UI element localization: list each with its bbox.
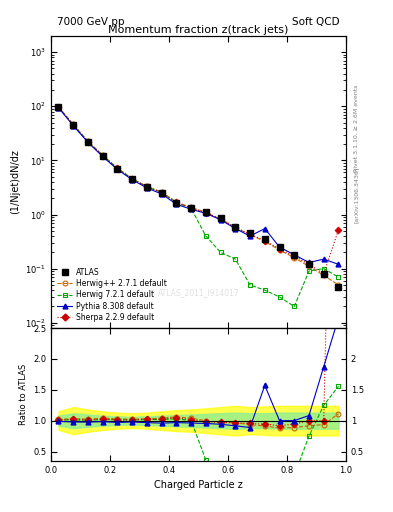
X-axis label: Charged Particle z: Charged Particle z bbox=[154, 480, 243, 490]
Title: Momentum fraction z(track jets): Momentum fraction z(track jets) bbox=[108, 25, 288, 35]
Y-axis label: Ratio to ATLAS: Ratio to ATLAS bbox=[18, 364, 28, 425]
Text: ATLAS_2011_I914017: ATLAS_2011_I914017 bbox=[158, 288, 239, 297]
Text: [arXiv:1306.3436]: [arXiv:1306.3436] bbox=[354, 166, 359, 223]
Text: Soft QCD: Soft QCD bbox=[292, 17, 340, 27]
Text: Rivet 3.1.10, ≥ 2.6M events: Rivet 3.1.10, ≥ 2.6M events bbox=[354, 84, 359, 172]
Y-axis label: (1/Njet)dN/dz: (1/Njet)dN/dz bbox=[10, 150, 20, 215]
Legend: ATLAS, Herwig++ 2.7.1 default, Herwig 7.2.1 default, Pythia 8.308 default, Sherp: ATLAS, Herwig++ 2.7.1 default, Herwig 7.… bbox=[55, 265, 169, 324]
Text: 7000 GeV pp: 7000 GeV pp bbox=[57, 17, 125, 27]
